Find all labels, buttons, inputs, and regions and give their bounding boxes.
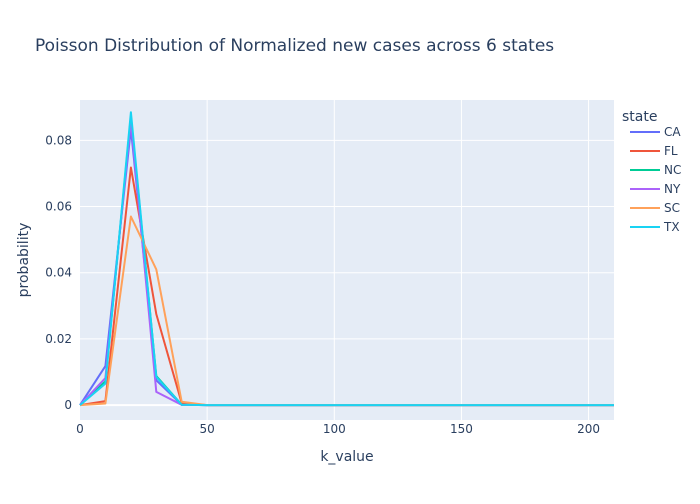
axis-tick-labels: 0 50 100 150 200 0 0.02 0.04 0.06 0.08	[45, 133, 600, 436]
y-tick-label: 0.04	[45, 266, 72, 280]
series-line-tx[interactable]	[79, 111, 614, 407]
y-tick-label: 0.02	[45, 332, 72, 346]
legend-label-ca[interactable]: CA	[664, 125, 681, 139]
legend-label-ny[interactable]: NY	[664, 182, 681, 196]
x-tick-label: 50	[200, 422, 215, 436]
plot-area[interactable]	[80, 100, 614, 420]
x-tick-label: 0	[76, 422, 84, 436]
y-axis-title: probability	[16, 223, 32, 298]
y-tick-label: 0.08	[45, 133, 72, 147]
series-lines	[79, 111, 614, 407]
legend-label-fl[interactable]: FL	[664, 144, 678, 158]
x-tick-label: 200	[577, 422, 600, 436]
x-axis-title: k_value	[320, 449, 373, 465]
x-tick-label: 150	[450, 422, 473, 436]
legend-title: state	[622, 109, 657, 125]
legend: state CA FL NC NY SC TX	[622, 109, 681, 234]
legend-label-sc[interactable]: SC	[664, 201, 680, 215]
legend-label-nc[interactable]: NC	[664, 163, 681, 177]
y-tick-label: 0	[64, 398, 72, 412]
legend-label-tx[interactable]: TX	[663, 220, 680, 234]
chart-title: Poisson Distribution of Normalized new c…	[35, 36, 554, 56]
x-tick-label: 100	[323, 422, 346, 436]
y-tick-label: 0.06	[45, 200, 72, 214]
